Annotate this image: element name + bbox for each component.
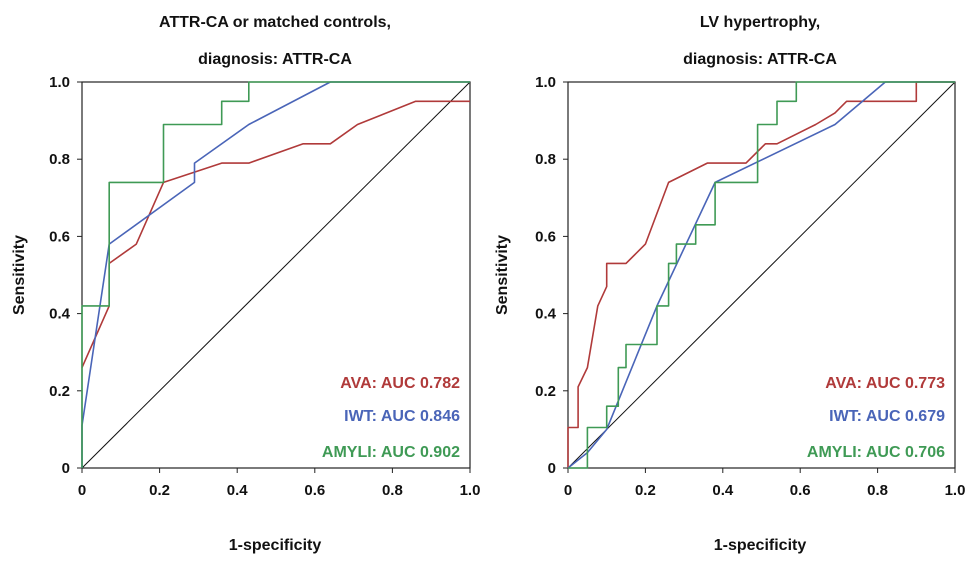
y-tick-label: 0.8	[49, 151, 70, 168]
x-tick-label: 0.6	[304, 482, 325, 499]
x-tick-label: 0.6	[790, 482, 811, 499]
panel-2-reference-diagonal	[567, 81, 956, 469]
panel-2-annotation-amyli: AMYLI: AUC 0.706	[807, 444, 945, 461]
x-tick-label: 0.4	[227, 482, 249, 499]
x-tick-label: 1.0	[460, 482, 481, 499]
panel-2-series-amyli-line	[568, 81, 955, 469]
y-tick-label: 0	[62, 460, 70, 477]
panel-1-x-axis-label: 1-specificity	[229, 537, 322, 554]
y-tick-label: 0.6	[49, 228, 70, 245]
y-tick-label: 0.2	[535, 383, 556, 400]
panel-2-annotation-ava: AVA: AUC 0.773	[825, 375, 945, 392]
panel-1-ticks: 0 0.2 0.4 0.6 0.8 1.0 0 0.2 0.4 0.6 0.8 1.0	[49, 74, 480, 499]
panel-2-plot-area	[567, 81, 956, 469]
x-tick-label: 0	[78, 482, 86, 499]
panel-1: ATTR-CA or matched controls, diagnosis: …	[11, 14, 480, 554]
y-tick-label: 0	[548, 460, 556, 477]
y-tick-label: 0.2	[49, 383, 70, 400]
x-tick-label: 0	[564, 482, 572, 499]
y-tick-label: 0.4	[49, 306, 71, 323]
panel-1-annotation-amyli: AMYLI: AUC 0.902	[322, 444, 460, 461]
y-tick-label: 1.0	[49, 74, 70, 91]
panel-2-y-axis-label: Sensitivity	[494, 235, 511, 315]
panel-1-y-axis-label: Sensitivity	[11, 235, 28, 315]
panel-1-title-line-2: diagnosis: ATTR-CA	[198, 51, 352, 68]
y-tick-label: 0.8	[535, 151, 556, 168]
panel-1-reference-diagonal	[81, 81, 471, 469]
panel-2: LV hypertrophy, diagnosis: ATTR-CA Sensi…	[494, 14, 965, 554]
panel-2-ticks: 0 0.2 0.4 0.6 0.8 1.0 0 0.2 0.4 0.6 0.8 1.0	[535, 74, 965, 499]
x-tick-label: 0.2	[149, 482, 170, 499]
panel-2-title-line-1: LV hypertrophy,	[700, 14, 820, 31]
panel-1-series-iwt-line	[81, 81, 470, 468]
y-tick-label: 0.4	[535, 306, 557, 323]
panel-2-frame	[567, 81, 956, 469]
panel-1-annotation-ava: AVA: AUC 0.782	[340, 375, 460, 392]
panel-2-annotation-iwt: IWT: AUC 0.679	[829, 408, 945, 425]
y-tick-label: 0.6	[535, 228, 556, 245]
panel-1-series-amyli-line	[81, 81, 470, 468]
panel-2-x-axis-label: 1-specificity	[714, 537, 807, 554]
panel-1-plot-area	[81, 81, 471, 469]
y-tick-label: 1.0	[535, 74, 556, 91]
x-tick-label: 0.8	[382, 482, 403, 499]
panel-1-title-line-1: ATTR-CA or matched controls,	[159, 14, 391, 31]
panel-1-annotation-iwt: IWT: AUC 0.846	[344, 408, 460, 425]
panel-2-title-line-2: diagnosis: ATTR-CA	[683, 51, 837, 68]
x-tick-label: 0.2	[635, 482, 656, 499]
panel-2-series-ava-line	[567, 81, 955, 468]
x-tick-label: 0.4	[712, 482, 734, 499]
panel-1-series-ava-line	[81, 100, 470, 368]
x-tick-label: 0.8	[867, 482, 888, 499]
x-tick-label: 1.0	[945, 482, 966, 499]
